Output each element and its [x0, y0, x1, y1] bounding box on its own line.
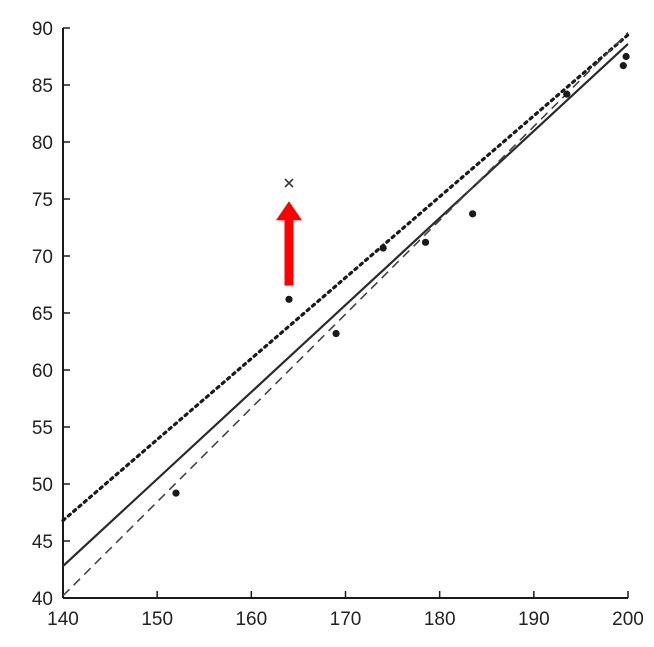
- x-tick-label: 150: [141, 609, 173, 630]
- highlighted-point-group: [284, 178, 294, 188]
- fit-line-dotted: [61, 33, 630, 523]
- data-point: [285, 295, 293, 303]
- x-tick-label: 190: [518, 609, 550, 630]
- data-point: [332, 329, 340, 338]
- y-tick-label: 80: [32, 133, 53, 154]
- data-point: [421, 238, 430, 246]
- data-point: [379, 244, 387, 252]
- data-point: [469, 210, 477, 218]
- fit-line-solid: [62, 43, 629, 567]
- x-tick-label: 200: [612, 609, 644, 630]
- data-points: [172, 52, 630, 497]
- x-tick-label: 140: [47, 609, 79, 630]
- y-tick-label: 50: [32, 475, 53, 496]
- data-point: [619, 62, 627, 70]
- y-tick-label: 65: [32, 304, 53, 325]
- tick-labels: 140 150 160 170 180 190 200 40 45 50 55 60 65 70 75 80 8…: [32, 19, 644, 630]
- x-tick-label: 160: [235, 609, 267, 630]
- fit-lines: [61, 31, 630, 597]
- y-tick-label: 55: [32, 418, 53, 439]
- y-tick-label: 60: [32, 361, 53, 382]
- y-tick-label: 85: [32, 76, 53, 97]
- tick-marks: [62, 27, 629, 599]
- y-tick-label: 45: [32, 532, 53, 553]
- x-tick-label: 170: [330, 609, 362, 630]
- data-point: [563, 90, 571, 98]
- y-tick-label: 75: [32, 190, 53, 211]
- y-tick-label: 70: [32, 247, 53, 268]
- highlighted-point-x-marker: [284, 178, 294, 188]
- arrow-head: [276, 201, 302, 221]
- y-tick-label: 40: [32, 589, 53, 610]
- data-point: [622, 52, 630, 61]
- y-tick-label: 90: [32, 19, 53, 40]
- fit-line-dashed: [62, 31, 629, 597]
- annotation-arrow-group: [276, 201, 302, 286]
- plot-frame: [62, 28, 628, 599]
- x-tick-label: 180: [424, 609, 456, 630]
- data-point: [172, 489, 180, 497]
